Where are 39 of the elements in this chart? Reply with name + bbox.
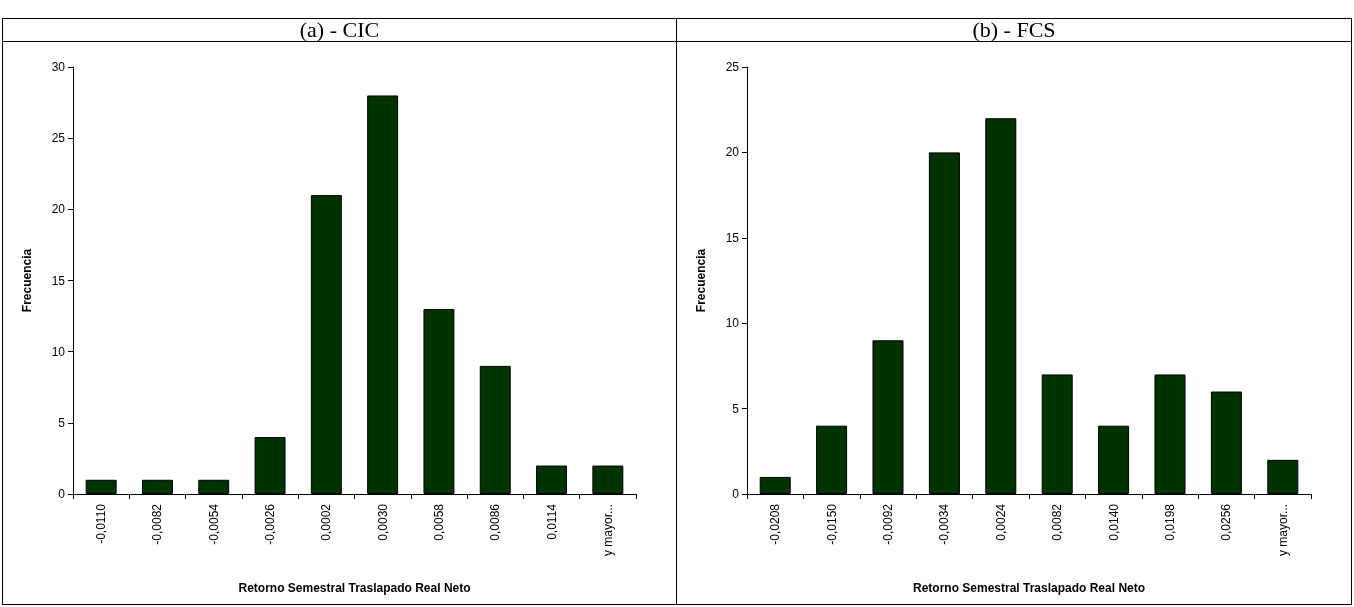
x-tick-label: -0,0026 xyxy=(263,503,278,545)
y-tick-label: 5 xyxy=(732,401,740,416)
x-tick-label: -0,0092 xyxy=(881,503,895,545)
x-axis-title: Retorno Semestral Traslapado Real Neto xyxy=(238,581,471,595)
y-axis-title: Frecuencia xyxy=(694,248,708,313)
y-tick-label: 25 xyxy=(51,131,66,146)
y-tick-label: 0 xyxy=(732,487,740,501)
x-tick-label: 0,0114 xyxy=(544,503,559,540)
chart-title: (b) - FCS xyxy=(677,17,1351,42)
y-tick-label: 0 xyxy=(58,487,66,501)
y-tick-label: 20 xyxy=(51,202,66,217)
x-tick-label: -0,0034 xyxy=(937,503,952,545)
y-tick-label: 30 xyxy=(51,60,66,74)
x-tick-label: -0,0082 xyxy=(150,503,165,545)
x-tick-label: -0,0208 xyxy=(768,503,783,545)
x-tick-label: 0,0086 xyxy=(488,503,503,541)
x-tick-label: -0,0054 xyxy=(206,503,221,545)
x-tick-label: 0,0256 xyxy=(1219,503,1234,541)
y-axis-title: Frecuencia xyxy=(20,248,34,313)
x-tick-label: 0,0002 xyxy=(319,503,334,541)
x-tick-label: -0,0150 xyxy=(824,503,839,545)
chart-title: (a) - CIC xyxy=(3,17,676,42)
y-tick-label: 10 xyxy=(725,316,740,331)
x-tick-label: 0,0198 xyxy=(1163,503,1177,541)
x-tick-label: 0,0024 xyxy=(993,503,1008,541)
x-axis-title: Retorno Semestral Traslapado Real Neto xyxy=(912,581,1146,595)
y-tick-label: 10 xyxy=(51,344,66,359)
y-tick-label: 25 xyxy=(725,60,740,74)
x-tick-label: y mayor... xyxy=(600,504,615,557)
y-tick-label: 5 xyxy=(58,415,66,430)
x-tick-label: 0,0140 xyxy=(1106,503,1121,541)
x-tick-label: 0,0082 xyxy=(1050,503,1065,541)
x-tick-label: y mayor... xyxy=(1275,504,1290,557)
y-tick-label: 20 xyxy=(725,145,740,160)
y-tick-label: 15 xyxy=(725,230,740,245)
x-tick-label: 0,0058 xyxy=(431,503,446,541)
y-tick-label: 15 xyxy=(51,273,66,288)
x-tick-label: 0,0030 xyxy=(375,503,390,541)
x-tick-label: -0,0110 xyxy=(94,503,109,544)
